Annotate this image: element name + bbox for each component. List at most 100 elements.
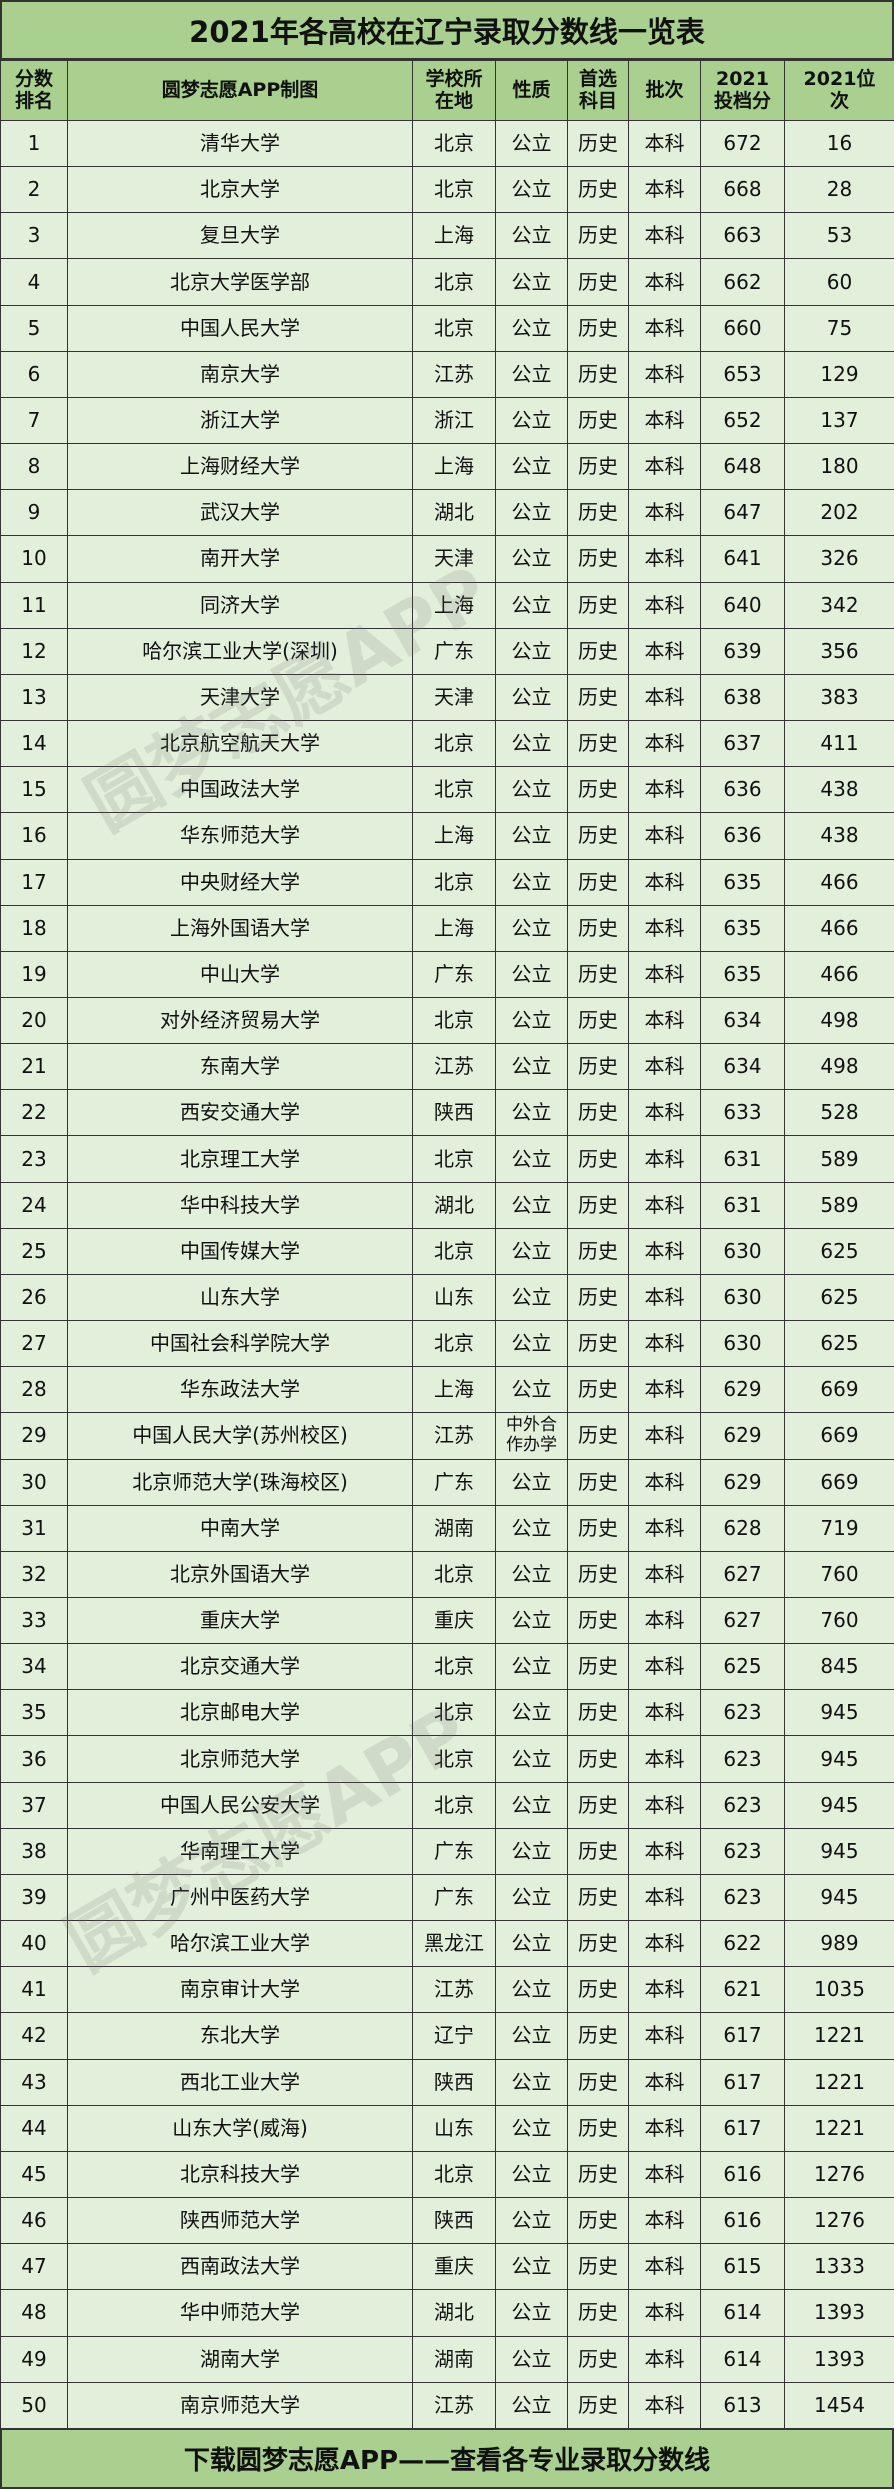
cell-location: 广东 xyxy=(412,627,496,675)
cell-position: 528 xyxy=(784,1089,894,1137)
cell-location: 上海 xyxy=(412,904,496,952)
cell-school: 北京理工大学 xyxy=(67,1135,413,1183)
table-row: 12 哈尔滨工业大学(深圳) 广东 公立 历史 本科 639 356 xyxy=(0,627,894,675)
cell-batch: 本科 xyxy=(628,2012,701,2060)
cell-score: 631 xyxy=(700,1135,785,1183)
column-header-rank: 分数排名 xyxy=(0,60,68,121)
cell-subject: 历史 xyxy=(567,1227,629,1275)
cell-score: 637 xyxy=(700,720,785,768)
cell-position: 129 xyxy=(784,350,894,398)
cell-school: 北京师范大学(珠海校区) xyxy=(67,1458,413,1506)
cell-batch: 本科 xyxy=(628,1181,701,1229)
cell-rank: 23 xyxy=(0,1135,68,1183)
cell-score: 621 xyxy=(700,1966,785,2014)
cell-score: 633 xyxy=(700,1089,785,1137)
cell-type: 公立 xyxy=(495,812,568,860)
cell-school: 北京大学 xyxy=(67,166,413,214)
cell-rank: 3 xyxy=(0,212,68,260)
cell-rank: 7 xyxy=(0,396,68,445)
cell-rank: 50 xyxy=(0,2381,68,2429)
cell-school: 西南政法大学 xyxy=(67,2243,413,2291)
cell-location: 广东 xyxy=(412,1458,496,1506)
cell-batch: 本科 xyxy=(628,2335,701,2383)
cell-score: 663 xyxy=(700,212,785,260)
cell-score: 615 xyxy=(700,2243,785,2291)
cell-batch: 本科 xyxy=(628,535,701,583)
cell-position: 669 xyxy=(784,1458,894,1506)
cell-location: 上海 xyxy=(412,812,496,860)
cell-school: 北京交通大学 xyxy=(67,1643,413,1691)
cell-school: 上海财经大学 xyxy=(67,443,413,491)
cell-school: 北京外国语大学 xyxy=(67,1550,413,1599)
cell-rank: 41 xyxy=(0,1966,68,2014)
cell-location: 广东 xyxy=(412,1873,496,1922)
cell-location: 湖北 xyxy=(412,2289,496,2337)
cell-school: 哈尔滨工业大学(深圳) xyxy=(67,627,413,675)
cell-type: 公立 xyxy=(495,2381,568,2429)
cell-rank: 22 xyxy=(0,1089,68,1137)
cell-location: 北京 xyxy=(412,766,496,814)
cell-score: 635 xyxy=(700,950,785,998)
cell-score: 630 xyxy=(700,1320,785,1368)
cell-score: 616 xyxy=(700,2150,785,2199)
cell-type: 公立 xyxy=(495,350,568,398)
cell-school: 中国社会科学院大学 xyxy=(67,1320,413,1368)
cell-subject: 历史 xyxy=(567,212,629,260)
cell-type: 公立 xyxy=(495,1366,568,1414)
cell-location: 上海 xyxy=(412,443,496,491)
cell-school: 南开大学 xyxy=(67,535,413,583)
cell-type: 公立 xyxy=(495,1227,568,1275)
cell-batch: 本科 xyxy=(628,1643,701,1691)
cell-location: 上海 xyxy=(412,212,496,260)
cell-location: 天津 xyxy=(412,535,496,583)
cell-batch: 本科 xyxy=(628,350,701,398)
cell-location: 江苏 xyxy=(412,1412,496,1460)
score-table: 分数排名 圆梦志愿APP制图 学校所在地 性质 首选科目 批次 2021投档分 2021位次 … xyxy=(0,60,894,2429)
table-row: 45 北京科技大学 北京 公立 历史 本科 616 1276 xyxy=(0,2150,894,2199)
cell-subject: 历史 xyxy=(567,627,629,675)
cell-rank: 10 xyxy=(0,535,68,583)
cell-batch: 本科 xyxy=(628,950,701,998)
cell-rank: 38 xyxy=(0,1827,68,1875)
cell-subject: 历史 xyxy=(567,1735,629,1783)
cell-location: 北京 xyxy=(412,119,496,168)
cell-type: 公立 xyxy=(495,2012,568,2060)
cell-batch: 本科 xyxy=(628,2243,701,2291)
cell-position: 625 xyxy=(784,1227,894,1275)
cell-score: 617 xyxy=(700,2058,785,2106)
cell-score: 613 xyxy=(700,2381,785,2429)
cell-type: 公立 xyxy=(495,396,568,445)
table-row: 28 华东政法大学 上海 公立 历史 本科 629 669 xyxy=(0,1366,894,1414)
table-row: 29 中国人民大学(苏州校区) 江苏 中外合作办学 历史 本科 629 669 xyxy=(0,1412,894,1460)
cell-subject: 历史 xyxy=(567,1412,629,1460)
cell-school: 北京师范大学 xyxy=(67,1735,413,1783)
cell-position: 1276 xyxy=(784,2150,894,2199)
cell-location: 陕西 xyxy=(412,2197,496,2245)
cell-batch: 本科 xyxy=(628,720,701,768)
cell-position: 1393 xyxy=(784,2335,894,2383)
cell-rank: 11 xyxy=(0,581,68,629)
cell-type: 公立 xyxy=(495,212,568,260)
cell-subject: 历史 xyxy=(567,858,629,906)
cell-rank: 29 xyxy=(0,1412,68,1460)
cell-location: 广东 xyxy=(412,950,496,998)
cell-school: 西北工业大学 xyxy=(67,2058,413,2106)
table-row: 36 北京师范大学 北京 公立 历史 本科 623 945 xyxy=(0,1735,894,1783)
cell-subject: 历史 xyxy=(567,258,629,306)
cell-type: 公立 xyxy=(495,1550,568,1599)
cell-subject: 历史 xyxy=(567,812,629,860)
cell-rank: 8 xyxy=(0,443,68,491)
cell-type: 公立 xyxy=(495,489,568,537)
cell-school: 北京大学医学部 xyxy=(67,258,413,306)
cell-rank: 6 xyxy=(0,350,68,398)
cell-batch: 本科 xyxy=(628,1689,701,1737)
cell-rank: 9 xyxy=(0,489,68,537)
table-row: 10 南开大学 天津 公立 历史 本科 641 326 xyxy=(0,535,894,583)
cell-type: 公立 xyxy=(495,119,568,168)
table-row: 1 清华大学 北京 公立 历史 本科 672 16 xyxy=(0,119,894,168)
column-header-subject: 首选科目 xyxy=(567,60,629,121)
cell-school: 东南大学 xyxy=(67,1043,413,1091)
cell-rank: 49 xyxy=(0,2335,68,2383)
cell-batch: 本科 xyxy=(628,1827,701,1875)
cell-batch: 本科 xyxy=(628,1227,701,1275)
